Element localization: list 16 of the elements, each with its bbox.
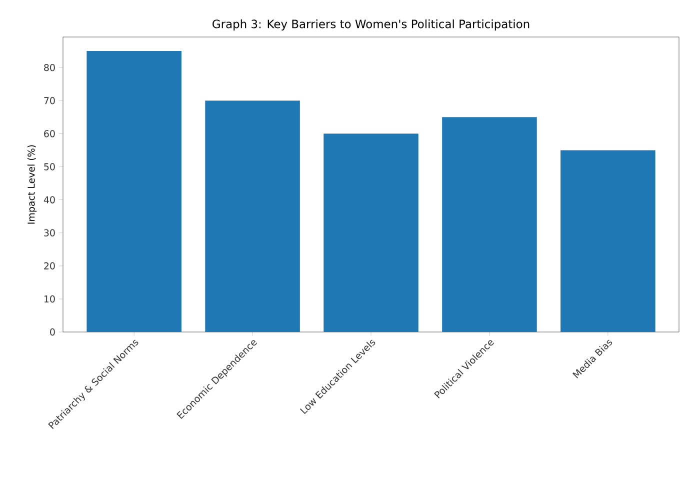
y-axis-title: Impact Level (%) [27, 145, 37, 224]
y-tick-label: 10 [44, 295, 55, 303]
bar [86, 51, 182, 332]
bar [442, 117, 537, 332]
y-tick-label: 0 [50, 328, 55, 336]
y-tick-label: 20 [44, 262, 55, 270]
y-tick-label: 50 [44, 163, 55, 170]
y-tick-label: 30 [44, 229, 55, 236]
chart-title: Graph 3: Key Barriers to Women's Political Participation [212, 19, 530, 30]
bar [205, 100, 300, 332]
y-tick-label: 60 [44, 130, 55, 138]
y-tick-label: 40 [44, 196, 55, 204]
y-tick-label: 70 [44, 97, 55, 104]
bar [560, 150, 656, 332]
bar [324, 134, 418, 332]
y-tick-label: 80 [44, 64, 55, 72]
